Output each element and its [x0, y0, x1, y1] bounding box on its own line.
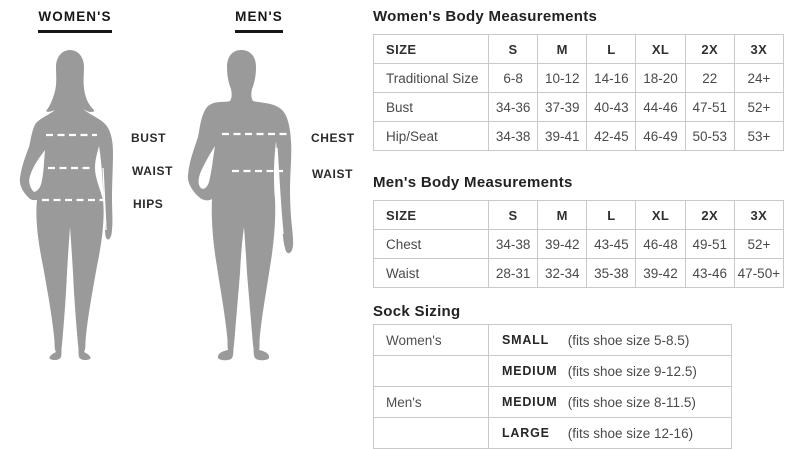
men-silhouette-shape	[187, 50, 294, 361]
sock-group-label	[373, 417, 489, 449]
column-header-size: SIZE	[373, 200, 489, 230]
measurement-cell: 53+	[733, 121, 785, 151]
table-row: Waist 28-31 32-34 35-38 39-42 43-46 47-5…	[373, 258, 785, 288]
men-figure-heading-text: MEN'S	[235, 9, 283, 33]
men-figure-heading: MEN'S	[213, 9, 305, 33]
column-header: XL	[635, 34, 686, 64]
column-header: S	[487, 200, 539, 230]
measurement-cell: 46-49	[635, 121, 686, 151]
measurement-cell: 35-38	[586, 258, 637, 288]
measurement-cell: 10-12	[537, 63, 588, 93]
measurement-cell: 50-53	[684, 121, 735, 151]
measurement-cell: 34-38	[487, 229, 539, 259]
sock-group-label	[373, 355, 489, 387]
women-silhouette-shape	[19, 50, 114, 361]
row-label: Hip/Seat	[373, 121, 489, 151]
measurement-cell: 43-46	[684, 258, 735, 288]
sock-fits-text: (fits shoe size 8-11.5)	[567, 394, 696, 410]
column-header: L	[586, 34, 637, 64]
row-label: Chest	[373, 229, 489, 259]
column-header: 3X	[733, 34, 785, 64]
women-figure-heading: WOMEN'S	[29, 9, 121, 33]
women-hips-label: HIPS	[133, 197, 164, 211]
sock-group-label: Men's	[373, 386, 489, 418]
column-header: 2X	[684, 34, 735, 64]
table-row: Men's MEDIUM (fits shoe size 8-11.5)	[373, 386, 732, 418]
table-header-row: SIZE S M L XL 2X 3X	[373, 34, 785, 64]
women-measurements-table: SIZE S M L XL 2X 3X Traditional Size 6-8…	[373, 34, 785, 151]
men-chest-label: CHEST	[311, 131, 355, 145]
measurement-cell: 18-20	[635, 63, 686, 93]
sock-size-label: SMALL	[502, 333, 550, 348]
women-arm-gap-line	[102, 167, 107, 231]
table-row: Women's SMALL (fits shoe size 5-8.5)	[373, 324, 732, 356]
measurement-cell: 32-34	[537, 258, 588, 288]
measurement-cell: 46-48	[635, 229, 686, 259]
sock-size-label: MEDIUM	[502, 395, 558, 410]
measurement-cell: 39-42	[635, 258, 686, 288]
row-label: Waist	[373, 258, 489, 288]
sock-size-cell: MEDIUM (fits shoe size 9-12.5)	[488, 355, 732, 387]
women-silhouette	[19, 50, 114, 361]
column-header: M	[537, 34, 588, 64]
sock-fits-text: (fits shoe size 9-12.5)	[567, 363, 697, 379]
women-measurements-title: Women's Body Measurements	[373, 8, 598, 25]
sock-fits-text: (fits shoe size 12-16)	[567, 425, 694, 441]
sock-sizing-table: Women's SMALL (fits shoe size 5-8.5) MED…	[373, 324, 732, 449]
table-row: Traditional Size 6-8 10-12 14-16 18-20 2…	[373, 63, 785, 93]
table-header-row: SIZE S M L XL 2X 3X	[373, 200, 785, 230]
sock-fits-text: (fits shoe size 5-8.5)	[567, 332, 690, 348]
measurement-cell: 14-16	[586, 63, 637, 93]
column-header: 3X	[733, 200, 785, 230]
women-figure-heading-text: WOMEN'S	[38, 9, 112, 33]
column-header: S	[487, 34, 539, 64]
sock-size-cell: MEDIUM (fits shoe size 8-11.5)	[488, 386, 732, 418]
measurement-cell: 34-38	[487, 121, 539, 151]
sock-size-label: LARGE	[502, 426, 550, 441]
table-row: Hip/Seat 34-38 39-41 42-45 46-49 50-53 5…	[373, 121, 785, 151]
men-silhouette	[187, 50, 294, 361]
measurement-cell: 28-31	[487, 258, 539, 288]
sock-size-cell: LARGE (fits shoe size 12-16)	[488, 417, 732, 449]
measurement-cell: 40-43	[586, 92, 637, 122]
men-arm-gap-line	[276, 147, 284, 235]
measurement-cell: 44-46	[635, 92, 686, 122]
sock-size-cell: SMALL (fits shoe size 5-8.5)	[488, 324, 732, 356]
measurement-cell: 22	[684, 63, 735, 93]
table-row: LARGE (fits shoe size 12-16)	[373, 417, 732, 449]
measurement-cell: 47-50+	[733, 258, 785, 288]
measurement-cell: 39-42	[537, 229, 588, 259]
measurement-cell: 37-39	[537, 92, 588, 122]
measurement-cell: 52+	[733, 92, 785, 122]
women-waist-label: WAIST	[132, 164, 173, 178]
row-label: Bust	[373, 92, 489, 122]
row-label: Traditional Size	[373, 63, 489, 93]
men-measurements-table: SIZE S M L XL 2X 3X Chest 34-38 39-42 43…	[373, 200, 785, 288]
men-waist-label: WAIST	[312, 167, 353, 181]
column-header: M	[537, 200, 588, 230]
table-row: Chest 34-38 39-42 43-45 46-48 49-51 52+	[373, 229, 785, 259]
column-header: L	[586, 200, 637, 230]
measurement-cell: 43-45	[586, 229, 637, 259]
table-row: Bust 34-36 37-39 40-43 44-46 47-51 52+	[373, 92, 785, 122]
sock-size-label: MEDIUM	[502, 364, 558, 379]
measurement-cell: 49-51	[684, 229, 735, 259]
measurement-cell: 47-51	[684, 92, 735, 122]
sock-group-label: Women's	[373, 324, 489, 356]
sock-sizing-title: Sock Sizing	[373, 303, 461, 320]
measurement-cell: 52+	[733, 229, 785, 259]
measurement-cell: 42-45	[586, 121, 637, 151]
measurement-cell: 34-36	[487, 92, 539, 122]
measurement-cell: 24+	[733, 63, 785, 93]
measurement-cell: 6-8	[487, 63, 539, 93]
column-header-size: SIZE	[373, 34, 489, 64]
men-measurements-title: Men's Body Measurements	[373, 174, 573, 191]
table-row: MEDIUM (fits shoe size 9-12.5)	[373, 355, 732, 387]
column-header: XL	[635, 200, 686, 230]
column-header: 2X	[684, 200, 735, 230]
women-bust-label: BUST	[131, 131, 167, 145]
measurement-cell: 39-41	[537, 121, 588, 151]
